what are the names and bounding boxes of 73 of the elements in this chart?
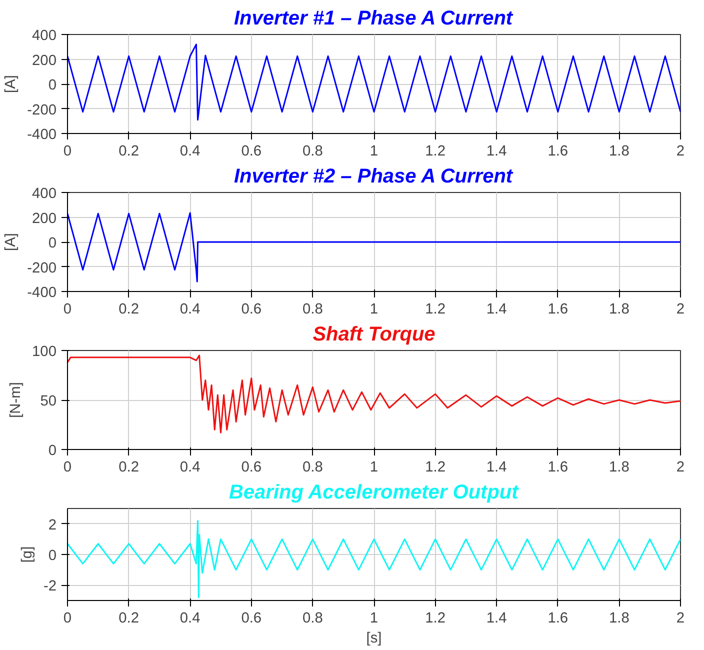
y-tick-label: 0 bbox=[48, 548, 57, 564]
x-tick-label: 1.2 bbox=[425, 144, 446, 160]
x-tick-label: 0.6 bbox=[241, 302, 262, 318]
x-tick-label: 1 bbox=[370, 302, 378, 318]
chart-title: Inverter #1 – Phase A Current bbox=[234, 8, 514, 30]
y-tick-label: 200 bbox=[32, 210, 57, 227]
x-tick-label: 1.8 bbox=[609, 302, 630, 318]
y-axis-title: [A] bbox=[3, 75, 20, 93]
x-tick-label: 0.4 bbox=[180, 302, 200, 318]
x-tick-label: 1.4 bbox=[486, 302, 507, 318]
x-tick-label: 0.8 bbox=[302, 144, 323, 160]
x-tick-label: 0.4 bbox=[180, 610, 200, 626]
x-tick-label: 1.4 bbox=[486, 610, 507, 626]
y-tick-label: 0 bbox=[48, 443, 57, 459]
y-tick-label: 2 bbox=[48, 517, 57, 534]
x-tick-label: 1.6 bbox=[548, 144, 568, 160]
x-tick-label: 0.8 bbox=[302, 610, 323, 626]
y-tick-label: -400 bbox=[27, 127, 57, 143]
y-tick-label: -200 bbox=[27, 102, 57, 118]
x-tick-label: 1.8 bbox=[609, 144, 630, 160]
x-tick-label: 0.6 bbox=[241, 610, 262, 626]
x-tick-label: 1.6 bbox=[548, 302, 568, 318]
x-tick-label: 0.2 bbox=[118, 144, 139, 160]
line-series bbox=[68, 354, 680, 434]
x-tick-label: 0.2 bbox=[118, 460, 139, 476]
x-tick-label: 0.8 bbox=[302, 302, 323, 318]
y-tick-label: 50 bbox=[40, 394, 57, 410]
x-tick-label: 1 bbox=[370, 610, 378, 626]
y-axis-title: [N-m] bbox=[8, 382, 24, 418]
line-series bbox=[68, 212, 680, 282]
chart-title: Bearing Accelerometer Output bbox=[228, 482, 520, 504]
x-tick-label: 1.2 bbox=[425, 302, 446, 318]
x-tick-label: 0.4 bbox=[180, 144, 200, 160]
x-axis-title: [s] bbox=[366, 630, 382, 646]
x-tick-label: 2 bbox=[676, 610, 685, 626]
y-tick-label: 0 bbox=[48, 78, 57, 94]
line-series bbox=[68, 44, 680, 121]
x-tick-label: 0 bbox=[63, 460, 72, 476]
x-tick-label: 0.4 bbox=[180, 460, 200, 476]
x-tick-label: 1.6 bbox=[548, 610, 568, 626]
x-tick-label: 1.4 bbox=[486, 460, 507, 476]
x-tick-label: 0 bbox=[63, 144, 72, 160]
x-tick-label: 2 bbox=[676, 144, 685, 160]
x-tick-label: 1.6 bbox=[548, 460, 568, 476]
x-tick-label: 0 bbox=[63, 610, 72, 626]
chart-title: Shaft Torque bbox=[312, 324, 436, 346]
x-tick-label: 1.8 bbox=[609, 460, 630, 476]
y-tick-label: 400 bbox=[32, 186, 57, 202]
x-tick-label: 2 bbox=[676, 302, 685, 318]
y-tick-label: -400 bbox=[27, 285, 57, 301]
x-tick-label: 1.8 bbox=[609, 610, 630, 626]
y-axis-title: [A] bbox=[3, 233, 20, 251]
x-tick-label: 1 bbox=[370, 460, 378, 476]
y-axis-title: [g] bbox=[19, 546, 36, 563]
x-tick-label: 1 bbox=[370, 144, 378, 160]
x-tick-label: 1.2 bbox=[425, 610, 446, 626]
x-tick-label: 0 bbox=[63, 302, 72, 318]
x-tick-label: 1.4 bbox=[486, 144, 507, 160]
y-tick-label: 0 bbox=[48, 236, 57, 252]
y-tick-label: -200 bbox=[27, 260, 57, 276]
x-tick-label: 0.6 bbox=[241, 144, 262, 160]
y-tick-label: 100 bbox=[32, 344, 57, 360]
y-tick-label: -2 bbox=[43, 578, 57, 595]
x-tick-label: 0.6 bbox=[241, 460, 262, 476]
x-tick-label: 0.2 bbox=[118, 610, 139, 626]
x-tick-label: 0.8 bbox=[302, 460, 323, 476]
line-series bbox=[68, 520, 680, 598]
x-tick-label: 1.2 bbox=[425, 460, 446, 476]
y-tick-label: 200 bbox=[32, 52, 57, 69]
chart-title: Inverter #2 – Phase A Current bbox=[234, 166, 514, 188]
y-tick-label: 400 bbox=[32, 28, 57, 44]
x-tick-label: 2 bbox=[676, 460, 685, 476]
x-tick-label: 0.2 bbox=[118, 302, 139, 318]
